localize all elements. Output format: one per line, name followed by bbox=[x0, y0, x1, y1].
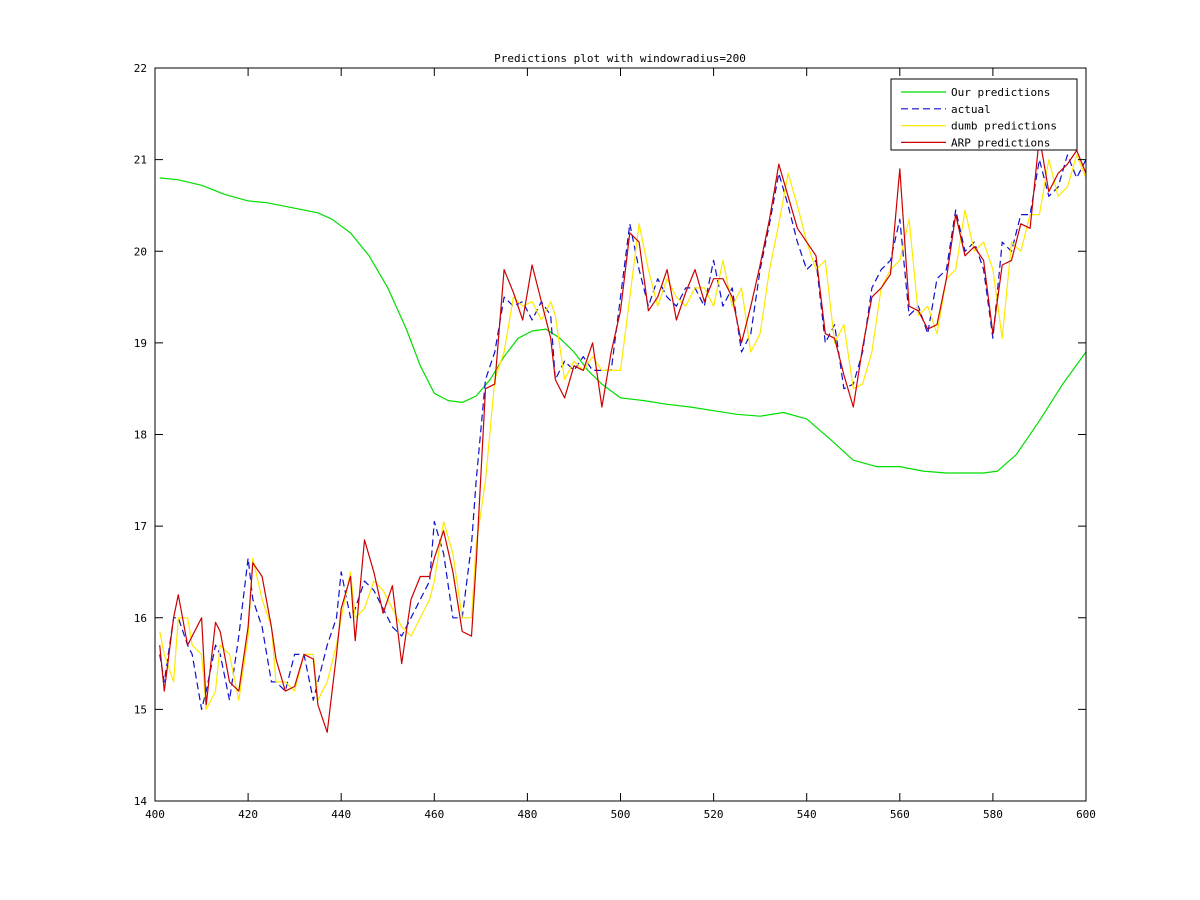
x-tick-label: 500 bbox=[611, 808, 631, 821]
y-tick-label: 15 bbox=[134, 703, 147, 716]
x-tick-label: 540 bbox=[797, 808, 817, 821]
legend-box bbox=[890, 78, 1078, 151]
y-tick-label: 21 bbox=[134, 154, 147, 167]
x-tick-label: 580 bbox=[983, 808, 1003, 821]
y-tick-label: 20 bbox=[134, 245, 147, 258]
legend: Our predictions actual dumb predictions ARP… bbox=[890, 78, 1078, 151]
x-tick-label: 520 bbox=[704, 808, 724, 821]
y-tick-label: 18 bbox=[134, 429, 147, 442]
x-tick-label: 600 bbox=[1076, 808, 1096, 821]
legend-label: ARP predictions bbox=[951, 136, 1050, 149]
axes: 400 420 440 460 480 500 520 540 560 580 600 14 15 16 1… bbox=[134, 62, 1096, 821]
legend-label: Our predictions bbox=[951, 86, 1050, 99]
x-tick-label: 560 bbox=[890, 808, 910, 821]
series-layer bbox=[159, 136, 1087, 733]
x-tick-label: 400 bbox=[145, 808, 165, 821]
y-tick-label: 14 bbox=[134, 795, 148, 808]
y-tick-label: 19 bbox=[134, 337, 147, 350]
x-tick-label: 480 bbox=[517, 808, 537, 821]
legend-label: actual bbox=[951, 103, 991, 116]
y-tick-label: 22 bbox=[134, 62, 147, 75]
x-tick-label: 440 bbox=[331, 808, 351, 821]
series-line-arp-predictions bbox=[159, 136, 1087, 733]
series-line-actual bbox=[159, 154, 1087, 711]
legend-label: dumb predictions bbox=[951, 120, 1057, 133]
y-tick-label: 16 bbox=[134, 612, 147, 625]
y-tick-label: 17 bbox=[134, 520, 147, 533]
series-line-our-predictions bbox=[159, 177, 1087, 474]
x-tick-label: 420 bbox=[238, 808, 258, 821]
x-tick-label: 460 bbox=[424, 808, 444, 821]
chart-title: Predictions plot with windowradius=200 bbox=[494, 52, 746, 65]
